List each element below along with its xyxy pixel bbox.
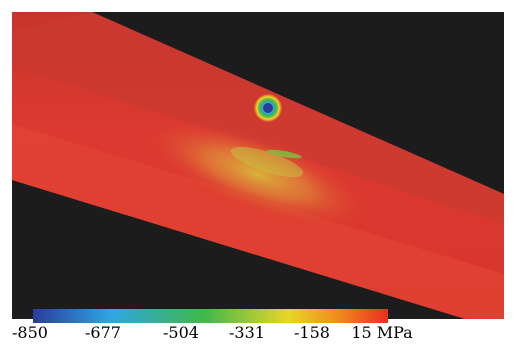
colorbar-tick-label: -677 [85,323,121,342]
colorbar-unit: MPa [376,323,413,342]
stress-contour-view [12,12,504,319]
shell-lower-surface [12,124,504,319]
colorbar-tick-label-max: 15 MPa [351,320,412,345]
colorbar-tick-label: -331 [229,323,265,342]
colorbar-tick-value: 15 [351,323,372,342]
colorbar-tick-label: -850 [12,323,48,342]
colorbar-tick-labels: -850 -677 -504 -331 -158 15 MPa [0,320,516,345]
stress-streak-green [266,149,302,159]
colorbar-tick-label: -158 [294,323,330,342]
stress-zone-core [230,146,304,178]
shell-upper-surface [12,12,504,224]
stress-contour-plot [12,12,504,319]
colorbar [33,309,388,323]
stress-hotspot-core [263,103,273,113]
colorbar-tick-label: -504 [163,323,199,342]
stress-zone-yellow [143,119,371,229]
colorbar-gradient [33,309,388,323]
